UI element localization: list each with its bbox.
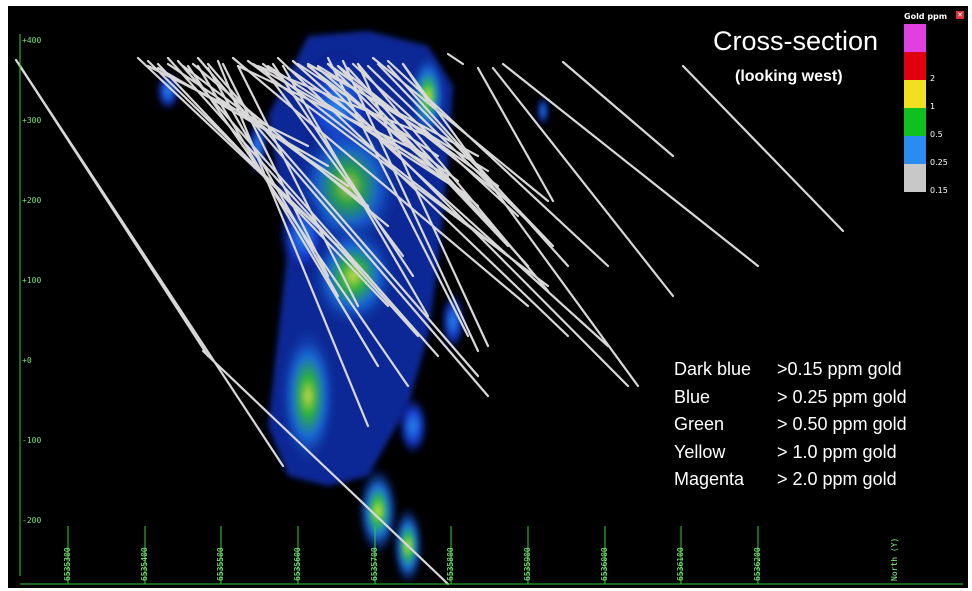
drill-hole [166, 62, 350, 188]
drill-hole [401, 62, 640, 388]
y-tick-label: +0 [22, 356, 32, 365]
drill-hole [306, 62, 630, 388]
drill-hole [176, 59, 440, 358]
scale-label: 2 [930, 74, 936, 83]
drill-hole [256, 64, 430, 138]
scale-swatch [904, 52, 926, 80]
legend-threshold: > 1.0 ppm gold [777, 441, 897, 462]
legend-colour-name: Magenta [674, 469, 745, 489]
drill-hole [166, 56, 420, 338]
drill-hole [356, 62, 550, 293]
y-tick-label: -200 [22, 516, 42, 525]
legend-threshold: > 2.0 ppm gold [777, 469, 897, 489]
x-tick-label: 6535600 [293, 547, 302, 581]
legend-row: Magenta > 2.0 ppm gold [674, 466, 907, 494]
x-tick-label: 6536100 [676, 547, 685, 581]
drill-hole [351, 62, 520, 218]
drill-hole-traces [14, 52, 845, 586]
legend-colour-name: Blue [674, 386, 711, 407]
drill-hole [231, 56, 530, 308]
y-tick-label: +100 [22, 276, 42, 285]
drill-hole [401, 62, 430, 103]
legend-row: Green > 0.50 ppm gold [674, 411, 907, 439]
drill-hole [18, 64, 210, 358]
legend-colour-name: Yellow [674, 441, 726, 462]
drill-hole [491, 66, 675, 298]
legend-colour-name: Dark blue [674, 359, 752, 379]
scale-label: 1 [930, 102, 936, 111]
drill-hole [206, 66, 340, 298]
drill-hole [191, 62, 390, 228]
cross-section-view: Cross-section (looking west) Gold ppm ✕ … [8, 6, 968, 588]
drill-hole [156, 66, 330, 168]
legend-row: Yellow > 1.0 ppm gold [674, 439, 907, 467]
legend-row: Blue > 0.25 ppm gold [674, 384, 907, 412]
scale-label: 0.5 [930, 130, 943, 139]
drill-hole [281, 64, 430, 318]
drill-hole [266, 64, 470, 198]
drill-hole [501, 62, 760, 268]
y-tick-label: +400 [22, 36, 42, 45]
drill-hole [221, 62, 330, 278]
drill-hole [386, 64, 570, 268]
legend-threshold: > 0.25 ppm gold [777, 386, 907, 407]
x-tick-label: 6535400 [140, 547, 149, 581]
scale-swatch [904, 164, 926, 192]
x-tick-label: 6536000 [600, 547, 609, 581]
scale-swatch [904, 24, 926, 52]
cross-section-graphic [14, 31, 963, 586]
y-tick-label: +200 [22, 196, 42, 205]
x-tick-label: North (Y) [890, 537, 899, 581]
y-tick-label: +300 [22, 116, 42, 125]
legend-colour-name: Green [674, 414, 725, 434]
y-tick-label: -100 [22, 436, 42, 445]
scale-swatch [904, 136, 926, 164]
drill-hole [146, 64, 310, 148]
legend-threshold: > 0.50 ppm gold [777, 414, 907, 434]
section-axes [19, 34, 963, 585]
x-tick-label: 6535500 [216, 547, 225, 581]
grade-legend: Dark blue >0.15 ppm gold Blue > 0.25 ppm… [674, 356, 907, 494]
legend-threshold: >0.15 ppm gold [777, 359, 902, 379]
drill-hole [156, 62, 390, 308]
scale-label: 0.25 [930, 158, 948, 167]
section-subtitle: (looking west) [735, 68, 843, 85]
x-tick-label: 6536200 [753, 547, 762, 581]
drill-hole [216, 59, 370, 428]
x-tick-label: 6535800 [446, 547, 455, 581]
drill-hole [681, 64, 845, 233]
drill-hole [446, 52, 465, 66]
close-icon[interactable]: ✕ [956, 11, 964, 19]
scale-label: 0.15 [930, 186, 948, 195]
x-tick-label: 6535300 [63, 547, 72, 581]
drill-hole [476, 66, 555, 203]
x-tick-label: 6535900 [523, 547, 532, 581]
legend-row: Dark blue >0.15 ppm gold [674, 356, 907, 384]
scale-swatch [904, 80, 926, 108]
drill-hole [201, 349, 450, 586]
x-tick-label: 6535700 [370, 547, 379, 581]
drill-hole [366, 64, 540, 233]
section-title: Cross-section [713, 26, 879, 56]
drill-hole [206, 62, 480, 378]
grade-scale-title: Gold ppm [904, 12, 948, 21]
drill-hole [196, 64, 380, 368]
drill-hole [561, 60, 675, 158]
scale-swatch [904, 108, 926, 136]
drill-hole [236, 64, 360, 308]
